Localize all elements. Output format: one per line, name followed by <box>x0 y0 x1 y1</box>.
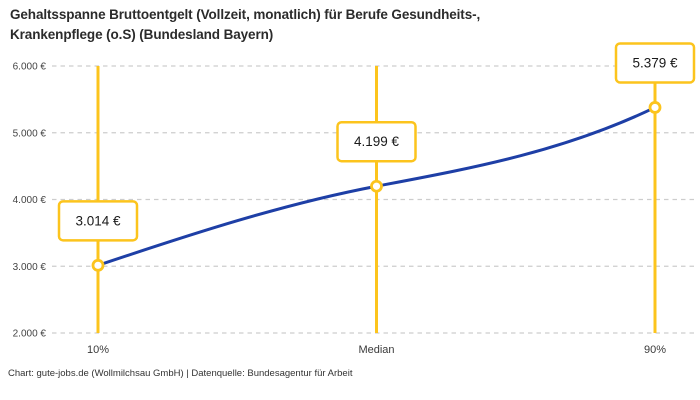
y-axis-tick-label: 2.000 € <box>13 329 47 340</box>
data-point-marker <box>91 258 105 272</box>
y-axis-tick-label: 6.000 € <box>13 62 47 73</box>
chart-title-line2: Krankenpflege (o.S) (Bundesland Bayern) <box>10 27 274 43</box>
value-label-box <box>57 200 139 242</box>
value-label-box <box>336 120 417 163</box>
y-axis-tick-label: 5.000 € <box>13 128 47 139</box>
y-axis-tick-label: 4.000 € <box>13 195 47 206</box>
value-label: 5.379 € <box>632 55 678 70</box>
y-axis-tick-label: 3.000 € <box>13 262 47 273</box>
data-point-marker <box>648 101 662 114</box>
x-axis-tick-label: 10% <box>87 344 109 356</box>
x-axis-tick-label: 90% <box>644 344 666 356</box>
value-label: 3.014 € <box>75 213 121 228</box>
chart-title-line1: Gehaltsspanne Bruttoentgelt (Vollzeit, m… <box>10 7 481 22</box>
chart-title: Gehaltsspanne Bruttoentgelt (Vollzeit, m… <box>10 5 682 46</box>
data-point-marker <box>370 179 383 193</box>
value-label: 4.199 € <box>354 134 400 149</box>
value-label-box <box>614 42 696 84</box>
chart-attribution: Chart: gute-jobs.de (Wollmilchsau GmbH) … <box>8 368 353 379</box>
x-axis-tick-label: Median <box>358 344 394 356</box>
